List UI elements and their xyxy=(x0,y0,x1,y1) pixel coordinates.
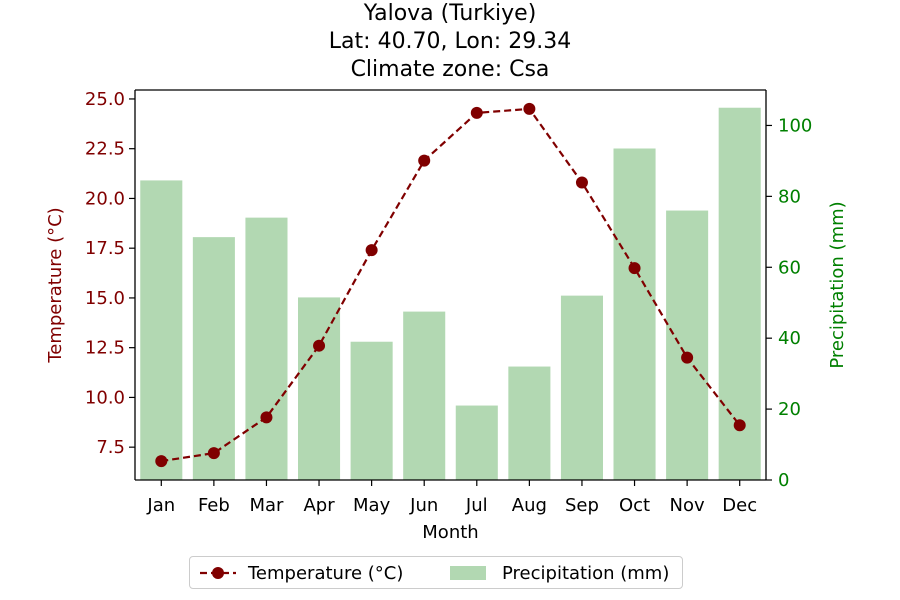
temperature-point-oct xyxy=(628,262,641,275)
left-tick-label: 22.5 xyxy=(85,139,125,160)
temperature-point-feb xyxy=(207,447,220,460)
x-tick-label: Dec xyxy=(722,495,757,516)
precipitation-bar-nov xyxy=(666,210,709,480)
temperature-point-jun xyxy=(418,154,431,167)
precipitation-bar-jun xyxy=(403,311,446,480)
left-y-axis-label: Temperature (°C) xyxy=(45,207,66,363)
legend-label-precipitation: Precipitation (mm) xyxy=(502,562,670,584)
legend-item-precipitation: Precipitation (mm) xyxy=(448,562,669,584)
chart-legend: Temperature (°C) Precipitation (mm) xyxy=(189,556,683,589)
temperature-legend-marker xyxy=(200,567,236,579)
precipitation-bar-jul xyxy=(455,405,498,480)
temperature-point-jul xyxy=(470,106,483,119)
left-tick-label: 10.0 xyxy=(85,387,125,408)
precipitation-bar-jan xyxy=(140,180,183,480)
left-tick-label: 12.5 xyxy=(85,338,125,359)
right-tick-label: 100 xyxy=(778,115,812,136)
temperature-point-mar xyxy=(260,411,273,424)
precipitation-bar-dec xyxy=(718,107,761,481)
right-tick-label: 40 xyxy=(778,328,801,349)
legend-item-temperature: Temperature (°C) xyxy=(198,562,403,584)
precipitation-bar-aug xyxy=(508,366,551,480)
x-tick-label: Jul xyxy=(465,495,488,516)
right-tick-label: 20 xyxy=(778,399,801,420)
chart-title-line-2: Lat: 40.70, Lon: 29.34 xyxy=(328,29,572,54)
chart-title: Yalova (Turkiye) Lat: 40.70, Lon: 29.34 … xyxy=(0,0,900,84)
x-tick-label: Oct xyxy=(619,495,650,516)
x-axis-label: Month xyxy=(422,522,478,543)
precipitation-bar-sep xyxy=(560,295,603,480)
chart-title-line-3: Climate zone: Csa xyxy=(350,57,550,82)
left-tick-label: 15.0 xyxy=(85,288,125,309)
x-tick-label: Nov xyxy=(670,495,705,516)
precipitation-bar-oct xyxy=(613,148,656,480)
temperature-point-may xyxy=(365,244,378,257)
left-tick-label: 7.5 xyxy=(96,437,125,458)
precipitation-bar-apr xyxy=(298,297,341,480)
x-tick-label: Mar xyxy=(249,495,284,516)
left-tick-label: 17.5 xyxy=(85,238,125,259)
temperature-line xyxy=(161,107,741,463)
x-tick-label: Sep xyxy=(565,495,599,516)
temperature-point-apr xyxy=(313,339,326,352)
temperature-point-sep xyxy=(575,176,588,189)
temperature-point-jan xyxy=(155,455,168,468)
temperature-point-aug xyxy=(523,102,536,115)
x-tick-label: Aug xyxy=(512,495,547,516)
right-tick-label: 0 xyxy=(778,470,789,491)
chart-title-line-1: Yalova (Turkiye) xyxy=(363,1,537,26)
temperature-point-dec xyxy=(733,419,746,432)
x-tick-label: Feb xyxy=(198,495,230,516)
x-tick-label: Apr xyxy=(303,495,335,516)
precipitation-bar-mar xyxy=(245,217,288,481)
precipitation-bar-may xyxy=(350,341,393,480)
right-y-axis-label: Precipitation (mm) xyxy=(827,201,848,368)
left-tick-label: 20.0 xyxy=(85,188,125,209)
x-tick-label: Jan xyxy=(146,495,175,516)
legend-label-temperature: Temperature (°C) xyxy=(248,562,404,584)
precipitation-bar-feb xyxy=(192,237,235,480)
x-tick-label: Jun xyxy=(409,495,438,516)
left-tick-label: 25.0 xyxy=(85,89,125,110)
x-tick-label: May xyxy=(353,495,391,516)
temperature-point-nov xyxy=(681,351,694,364)
right-tick-label: 60 xyxy=(778,257,801,278)
right-tick-label: 80 xyxy=(778,186,801,207)
precipitation-legend-swatch xyxy=(450,566,486,580)
